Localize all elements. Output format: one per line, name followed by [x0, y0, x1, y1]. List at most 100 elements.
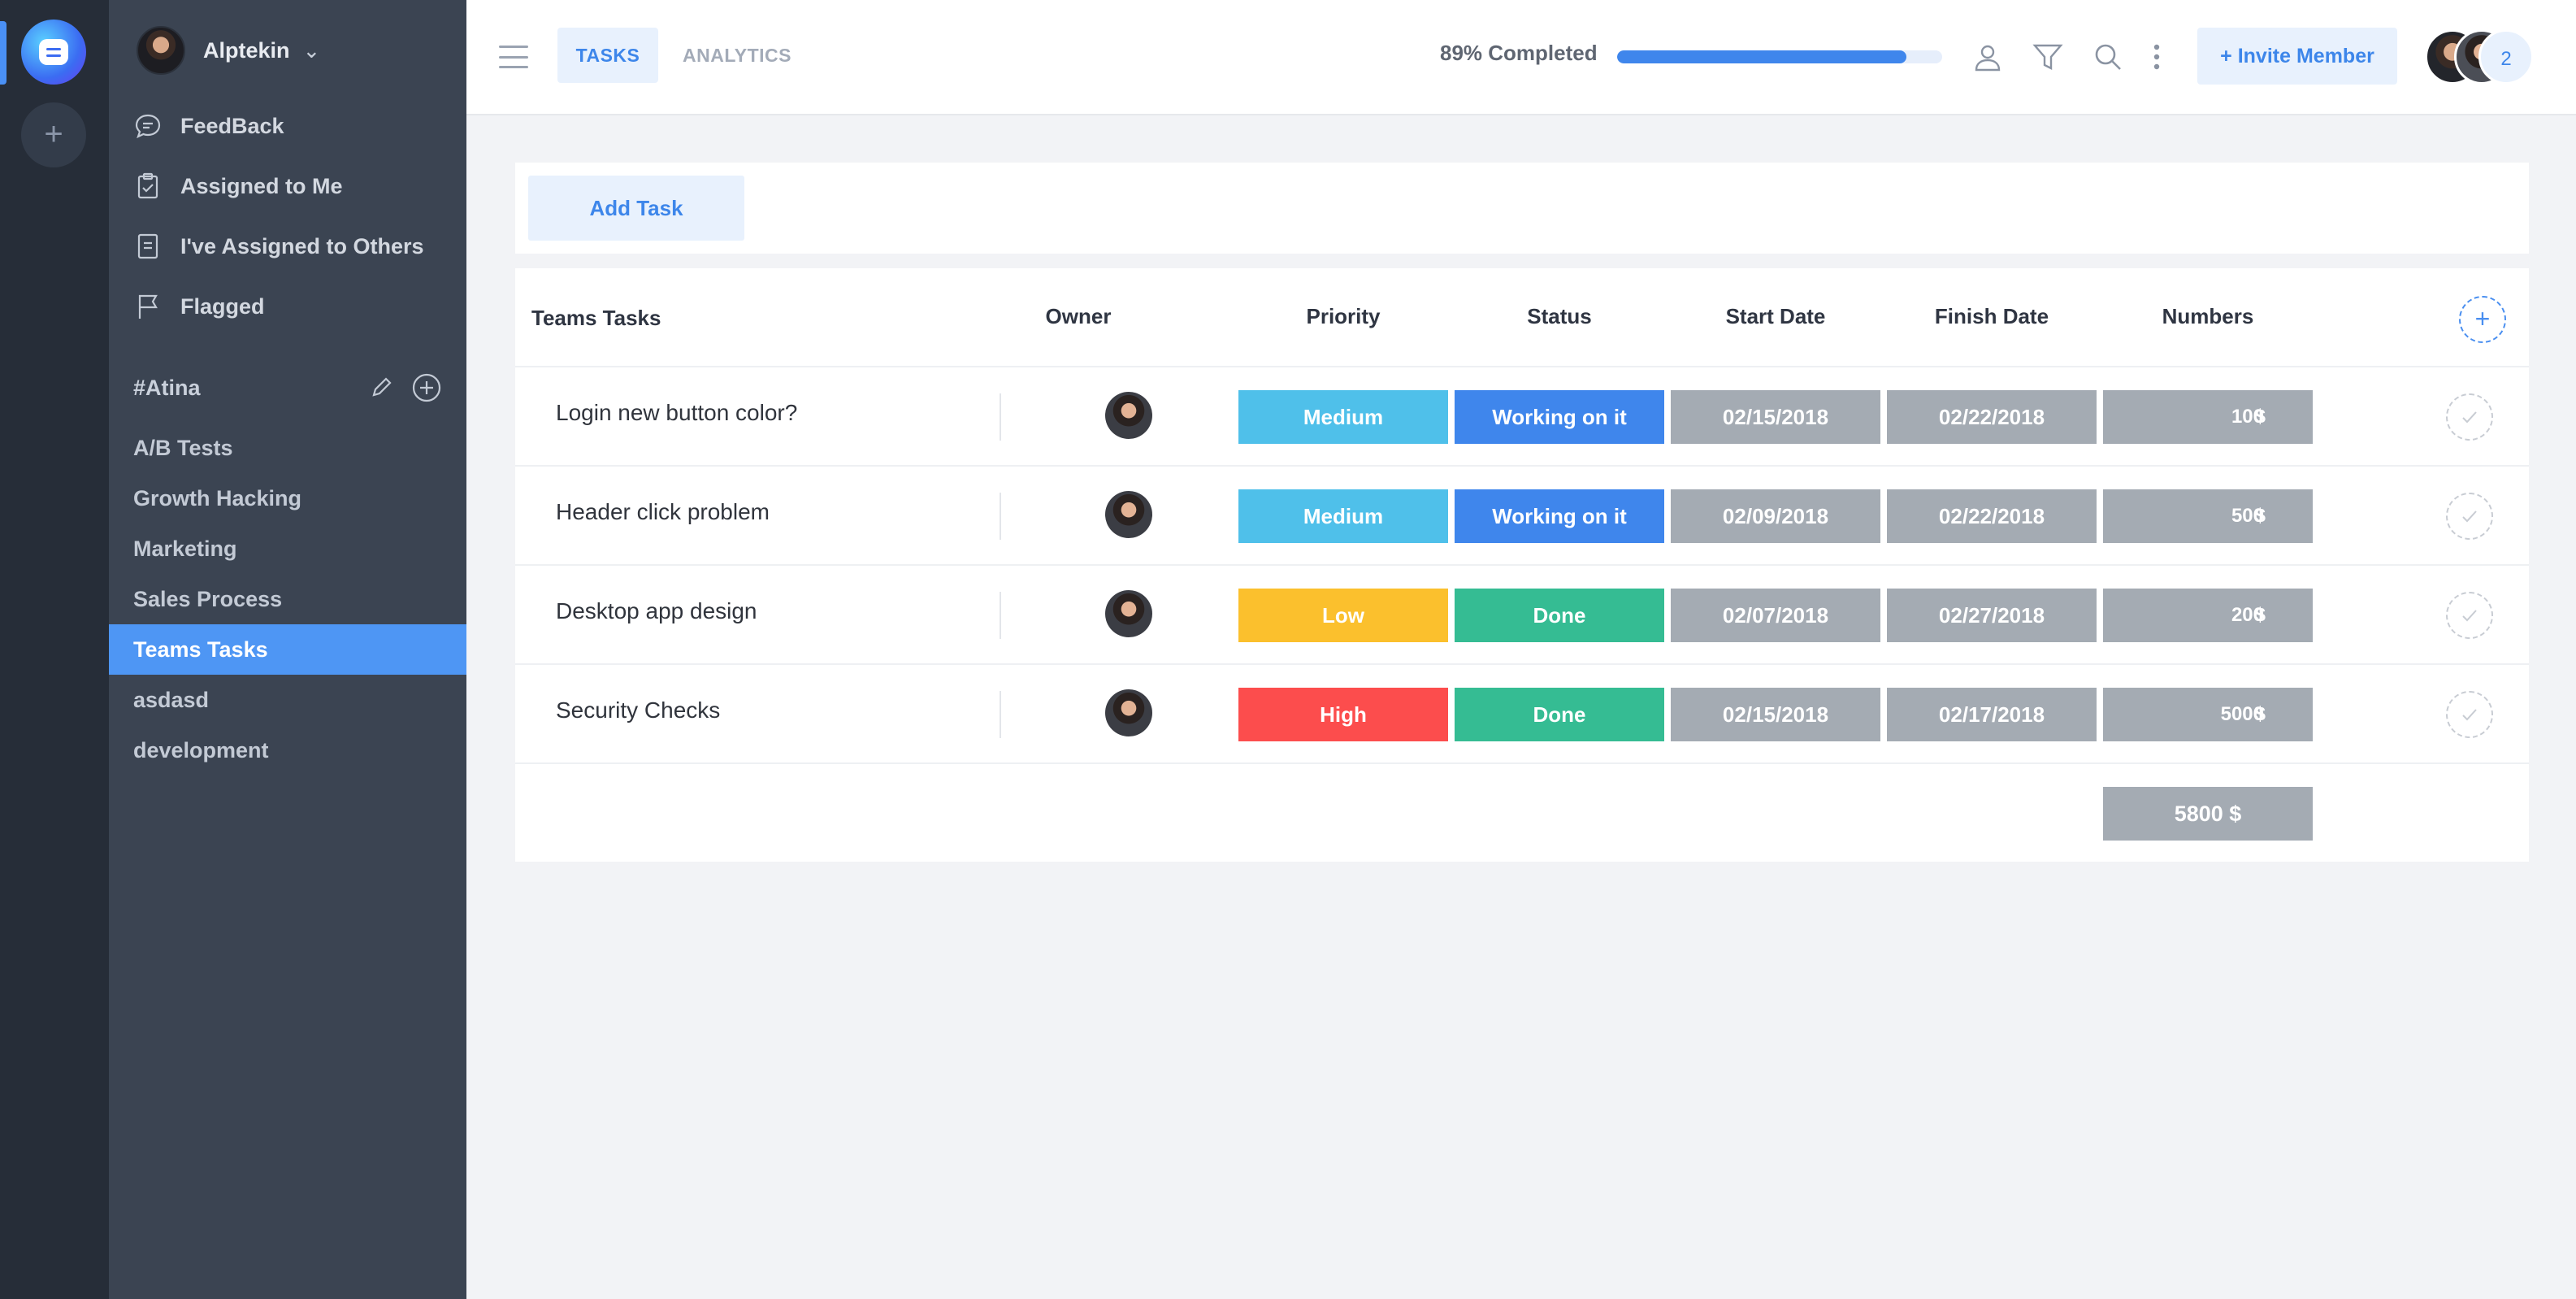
- currency-symbol: $: [2254, 406, 2266, 428]
- pencil-icon[interactable]: [366, 372, 397, 403]
- priority-badge[interactable]: Medium: [1238, 390, 1448, 444]
- status-badge[interactable]: Done: [1455, 688, 1664, 741]
- number-value: 5000: [2220, 703, 2264, 725]
- priority-badge[interactable]: Medium: [1238, 489, 1448, 543]
- task-name[interactable]: Security Checks: [556, 697, 721, 723]
- tab-analytics[interactable]: ANALYTICS: [683, 45, 791, 66]
- search-icon[interactable]: [2092, 41, 2124, 73]
- table-row[interactable]: Header click problem Medium Working on i…: [515, 467, 2529, 566]
- number-cell[interactable]: 5000 $: [2103, 688, 2313, 741]
- start-date-cell[interactable]: 02/09/2018: [1671, 489, 1880, 543]
- workspace-section-header: #Atina: [133, 367, 442, 408]
- chat-bubble-icon[interactable]: [21, 20, 86, 85]
- sidebar-item-ab-tests[interactable]: A/B Tests: [133, 436, 233, 460]
- sidebar-item-label: I've Assigned to Others: [180, 233, 424, 258]
- finish-date-cell[interactable]: 02/17/2018: [1887, 688, 2097, 741]
- add-task-panel: Add Task: [515, 163, 2529, 254]
- plus-circle-icon[interactable]: [411, 372, 442, 403]
- sidebar-item-assigned-to-others[interactable]: I've Assigned to Others: [133, 216, 442, 276]
- finish-date-cell[interactable]: 02/22/2018: [1887, 390, 2097, 444]
- divider: [1000, 592, 1001, 639]
- task-name[interactable]: Desktop app design: [556, 598, 757, 623]
- check-icon: [2462, 510, 2477, 523]
- workspace-rail: +: [0, 0, 109, 1299]
- owner-avatar[interactable]: [1105, 491, 1152, 538]
- channel-list: A/B Tests Growth Hacking Marketing Sales…: [109, 423, 466, 775]
- owner-avatar[interactable]: [1105, 392, 1152, 439]
- number-cell[interactable]: 200 $: [2103, 589, 2313, 642]
- column-header-status: Status: [1527, 304, 1592, 328]
- plus-icon[interactable]: +: [2459, 296, 2506, 343]
- add-task-button[interactable]: Add Task: [528, 176, 744, 241]
- numbers-total: 5800 $: [2103, 787, 2313, 841]
- sidebar-item-asdasd[interactable]: asdasd: [133, 688, 210, 712]
- column-header-start-date: Start Date: [1725, 304, 1826, 328]
- plus-icon[interactable]: +: [21, 102, 86, 167]
- user-name: Alptekin: [203, 37, 290, 63]
- table-header: Teams Tasks Owner Priority Status Start …: [515, 268, 2529, 367]
- start-date-cell[interactable]: 02/07/2018: [1671, 589, 1880, 642]
- start-date-cell[interactable]: 02/15/2018: [1671, 390, 1880, 444]
- top-bar: TASKS ANALYTICS 89% Completed + Invite M…: [466, 0, 2576, 115]
- complete-checkbox[interactable]: [2446, 393, 2493, 441]
- status-badge[interactable]: Working on it: [1455, 489, 1664, 543]
- table-row[interactable]: Login new button color? Medium Working o…: [515, 367, 2529, 467]
- sidebar-item-label: Flagged: [180, 293, 265, 319]
- task-name[interactable]: Login new button color?: [556, 400, 798, 425]
- currency-symbol: $: [2254, 703, 2266, 725]
- flag-icon: [138, 294, 158, 319]
- complete-checkbox[interactable]: [2446, 592, 2493, 639]
- status-badge[interactable]: Working on it: [1455, 390, 1664, 444]
- complete-checkbox[interactable]: [2446, 691, 2493, 738]
- finish-date-cell[interactable]: 02/27/2018: [1887, 589, 2097, 642]
- avatar: [137, 26, 185, 75]
- currency-symbol: $: [2254, 604, 2266, 626]
- divider: [1000, 393, 1001, 441]
- check-icon: [2462, 411, 2477, 424]
- member-count-badge: 2: [2478, 29, 2534, 85]
- invite-member-button[interactable]: + Invite Member: [2197, 28, 2397, 85]
- user-icon[interactable]: [1971, 41, 2004, 73]
- column-header-priority: Priority: [1306, 304, 1381, 328]
- number-value: 500: [2231, 505, 2264, 527]
- progress-bar: [1617, 50, 1942, 63]
- owner-avatar[interactable]: [1105, 590, 1152, 637]
- number-cell[interactable]: 500 $: [2103, 489, 2313, 543]
- table-row[interactable]: Desktop app design Low Done 02/07/2018 0…: [515, 566, 2529, 665]
- hamburger-menu-icon[interactable]: [499, 42, 528, 72]
- sidebar-nav: FeedBack Assigned to Me I've Assigned to…: [133, 96, 442, 337]
- table-row[interactable]: Security Checks High Done 02/15/2018 02/…: [515, 665, 2529, 764]
- sidebar-item-feedback[interactable]: FeedBack: [133, 96, 442, 156]
- comment-icon: [135, 114, 161, 139]
- owner-avatar[interactable]: [1105, 689, 1152, 736]
- start-date-cell[interactable]: 02/15/2018: [1671, 688, 1880, 741]
- priority-badge[interactable]: Low: [1238, 589, 1448, 642]
- chevron-down-icon[interactable]: ⌄: [302, 37, 321, 63]
- more-vertical-icon[interactable]: [2140, 41, 2173, 73]
- sidebar-item-teams-tasks[interactable]: Teams Tasks: [109, 624, 466, 675]
- task-name[interactable]: Header click problem: [556, 499, 770, 524]
- number-cell[interactable]: 100 $: [2103, 390, 2313, 444]
- priority-badge[interactable]: High: [1238, 688, 1448, 741]
- column-header-finish-date: Finish Date: [1934, 304, 2049, 328]
- sidebar-item-flagged[interactable]: Flagged: [133, 276, 442, 337]
- sidebar-item-assigned-to-me[interactable]: Assigned to Me: [133, 156, 442, 216]
- user-menu[interactable]: Alptekin ⌄: [137, 26, 320, 75]
- sidebar-item-development[interactable]: development: [133, 738, 269, 762]
- sidebar-item-label: FeedBack: [180, 113, 284, 138]
- divider: [1000, 691, 1001, 738]
- sidebar-item-marketing[interactable]: Marketing: [133, 537, 237, 561]
- member-avatars[interactable]: 2: [2425, 29, 2539, 86]
- filter-icon[interactable]: [2032, 41, 2064, 73]
- status-badge[interactable]: Done: [1455, 589, 1664, 642]
- check-icon: [2462, 610, 2477, 622]
- rail-active-indicator: [0, 21, 7, 85]
- sidebar-item-growth-hacking[interactable]: Growth Hacking: [133, 486, 302, 510]
- complete-checkbox[interactable]: [2446, 493, 2493, 540]
- number-value: 100: [2231, 406, 2264, 428]
- tab-tasks[interactable]: TASKS: [557, 28, 658, 83]
- finish-date-cell[interactable]: 02/22/2018: [1887, 489, 2097, 543]
- sidebar-item-sales-process[interactable]: Sales Process: [133, 587, 283, 611]
- progress-label: 89% Completed: [1440, 41, 1598, 65]
- document-icon: [137, 233, 158, 259]
